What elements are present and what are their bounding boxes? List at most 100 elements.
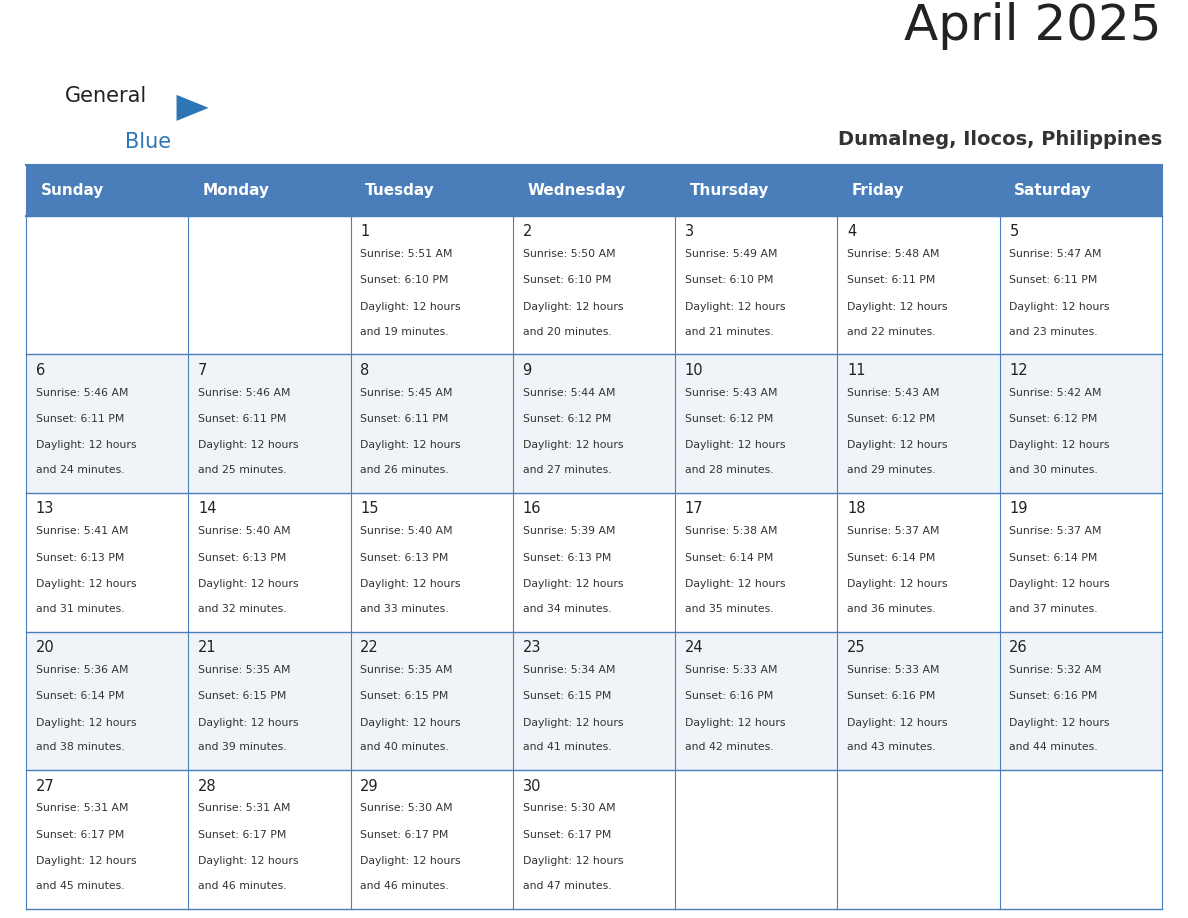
Text: and 28 minutes.: and 28 minutes.	[684, 465, 773, 476]
Text: Daylight: 12 hours: Daylight: 12 hours	[36, 579, 137, 589]
Text: Sunset: 6:13 PM: Sunset: 6:13 PM	[523, 553, 611, 563]
Text: 16: 16	[523, 501, 541, 516]
Text: 22: 22	[360, 640, 379, 655]
Text: Daylight: 12 hours: Daylight: 12 hours	[684, 579, 785, 589]
Text: Sunset: 6:13 PM: Sunset: 6:13 PM	[36, 553, 125, 563]
Text: Sunrise: 5:42 AM: Sunrise: 5:42 AM	[1010, 387, 1101, 397]
Text: 12: 12	[1010, 363, 1028, 377]
Text: Sunrise: 5:33 AM: Sunrise: 5:33 AM	[684, 665, 777, 675]
Text: Tuesday: Tuesday	[365, 183, 435, 198]
Text: Sunrise: 5:37 AM: Sunrise: 5:37 AM	[1010, 526, 1101, 536]
Text: Daylight: 12 hours: Daylight: 12 hours	[360, 579, 461, 589]
Text: 3: 3	[684, 224, 694, 239]
Text: Sunset: 6:16 PM: Sunset: 6:16 PM	[1010, 691, 1098, 701]
Text: Sunrise: 5:34 AM: Sunrise: 5:34 AM	[523, 665, 615, 675]
Text: Sunset: 6:10 PM: Sunset: 6:10 PM	[684, 275, 773, 285]
Text: 2: 2	[523, 224, 532, 239]
Text: Sunrise: 5:35 AM: Sunrise: 5:35 AM	[360, 665, 453, 675]
Text: Sunset: 6:11 PM: Sunset: 6:11 PM	[360, 414, 449, 424]
Text: Sunrise: 5:40 AM: Sunrise: 5:40 AM	[198, 526, 291, 536]
Text: Sunset: 6:17 PM: Sunset: 6:17 PM	[198, 830, 286, 840]
Text: 29: 29	[360, 778, 379, 793]
Text: and 31 minutes.: and 31 minutes.	[36, 604, 125, 614]
Text: and 27 minutes.: and 27 minutes.	[523, 465, 612, 476]
Text: 6: 6	[36, 363, 45, 377]
Text: Sunrise: 5:46 AM: Sunrise: 5:46 AM	[36, 387, 128, 397]
Text: and 22 minutes.: and 22 minutes.	[847, 327, 936, 337]
Text: Sunset: 6:10 PM: Sunset: 6:10 PM	[360, 275, 449, 285]
Text: Sunday: Sunday	[40, 183, 105, 198]
Text: Daylight: 12 hours: Daylight: 12 hours	[36, 441, 137, 451]
Text: 14: 14	[198, 501, 216, 516]
Text: Sunrise: 5:30 AM: Sunrise: 5:30 AM	[523, 803, 615, 813]
Text: and 35 minutes.: and 35 minutes.	[684, 604, 773, 614]
Text: and 30 minutes.: and 30 minutes.	[1010, 465, 1098, 476]
Text: Sunset: 6:15 PM: Sunset: 6:15 PM	[523, 691, 611, 701]
Text: Sunset: 6:12 PM: Sunset: 6:12 PM	[1010, 414, 1098, 424]
Text: Sunrise: 5:45 AM: Sunrise: 5:45 AM	[360, 387, 453, 397]
Text: Daylight: 12 hours: Daylight: 12 hours	[684, 302, 785, 312]
Text: and 37 minutes.: and 37 minutes.	[1010, 604, 1098, 614]
Text: Daylight: 12 hours: Daylight: 12 hours	[1010, 579, 1110, 589]
Text: and 41 minutes.: and 41 minutes.	[523, 743, 612, 753]
Text: Daylight: 12 hours: Daylight: 12 hours	[198, 856, 298, 867]
Text: and 45 minutes.: and 45 minutes.	[36, 881, 125, 891]
Text: Sunrise: 5:48 AM: Sunrise: 5:48 AM	[847, 249, 940, 259]
Text: and 23 minutes.: and 23 minutes.	[1010, 327, 1098, 337]
Text: Sunrise: 5:44 AM: Sunrise: 5:44 AM	[523, 387, 615, 397]
Text: 24: 24	[684, 640, 703, 655]
Text: Sunset: 6:11 PM: Sunset: 6:11 PM	[1010, 275, 1098, 285]
Text: Sunset: 6:14 PM: Sunset: 6:14 PM	[847, 553, 935, 563]
Text: Daylight: 12 hours: Daylight: 12 hours	[36, 718, 137, 728]
Text: Sunset: 6:13 PM: Sunset: 6:13 PM	[198, 553, 286, 563]
Text: Sunrise: 5:35 AM: Sunrise: 5:35 AM	[198, 665, 291, 675]
Text: and 29 minutes.: and 29 minutes.	[847, 465, 936, 476]
Text: 9: 9	[523, 363, 532, 377]
Text: and 19 minutes.: and 19 minutes.	[360, 327, 449, 337]
Text: and 26 minutes.: and 26 minutes.	[360, 465, 449, 476]
Text: Sunrise: 5:43 AM: Sunrise: 5:43 AM	[684, 387, 777, 397]
Text: Sunset: 6:15 PM: Sunset: 6:15 PM	[198, 691, 286, 701]
Text: Daylight: 12 hours: Daylight: 12 hours	[523, 856, 624, 867]
Text: 30: 30	[523, 778, 541, 793]
Text: Sunset: 6:13 PM: Sunset: 6:13 PM	[360, 553, 449, 563]
Text: Daylight: 12 hours: Daylight: 12 hours	[523, 441, 624, 451]
Text: Daylight: 12 hours: Daylight: 12 hours	[847, 718, 948, 728]
Text: Sunset: 6:16 PM: Sunset: 6:16 PM	[684, 691, 773, 701]
Text: 27: 27	[36, 778, 55, 793]
Text: Sunset: 6:11 PM: Sunset: 6:11 PM	[198, 414, 286, 424]
Text: Sunset: 6:17 PM: Sunset: 6:17 PM	[523, 830, 611, 840]
Text: Sunset: 6:17 PM: Sunset: 6:17 PM	[36, 830, 125, 840]
Text: Thursday: Thursday	[690, 183, 769, 198]
Text: 23: 23	[523, 640, 541, 655]
Text: and 46 minutes.: and 46 minutes.	[198, 881, 286, 891]
Text: 13: 13	[36, 501, 55, 516]
Text: 17: 17	[684, 501, 703, 516]
Text: 10: 10	[684, 363, 703, 377]
Text: Daylight: 12 hours: Daylight: 12 hours	[684, 718, 785, 728]
Text: Daylight: 12 hours: Daylight: 12 hours	[36, 856, 137, 867]
Text: 7: 7	[198, 363, 208, 377]
Text: Sunset: 6:10 PM: Sunset: 6:10 PM	[523, 275, 611, 285]
Text: Daylight: 12 hours: Daylight: 12 hours	[198, 718, 298, 728]
Text: Daylight: 12 hours: Daylight: 12 hours	[1010, 441, 1110, 451]
Text: and 46 minutes.: and 46 minutes.	[360, 881, 449, 891]
Text: 11: 11	[847, 363, 866, 377]
Text: 20: 20	[36, 640, 55, 655]
Text: 28: 28	[198, 778, 216, 793]
Text: and 24 minutes.: and 24 minutes.	[36, 465, 125, 476]
Text: Sunset: 6:14 PM: Sunset: 6:14 PM	[36, 691, 125, 701]
Text: Daylight: 12 hours: Daylight: 12 hours	[523, 718, 624, 728]
Text: Sunset: 6:15 PM: Sunset: 6:15 PM	[360, 691, 449, 701]
Text: Sunset: 6:11 PM: Sunset: 6:11 PM	[36, 414, 125, 424]
Text: Sunrise: 5:40 AM: Sunrise: 5:40 AM	[360, 526, 453, 536]
Text: Daylight: 12 hours: Daylight: 12 hours	[198, 441, 298, 451]
Text: 25: 25	[847, 640, 866, 655]
Text: Sunset: 6:16 PM: Sunset: 6:16 PM	[847, 691, 935, 701]
Text: and 21 minutes.: and 21 minutes.	[684, 327, 773, 337]
Text: 21: 21	[198, 640, 216, 655]
Text: Sunset: 6:17 PM: Sunset: 6:17 PM	[360, 830, 449, 840]
Text: and 44 minutes.: and 44 minutes.	[1010, 743, 1098, 753]
Text: Sunrise: 5:31 AM: Sunrise: 5:31 AM	[36, 803, 128, 813]
Text: Daylight: 12 hours: Daylight: 12 hours	[1010, 302, 1110, 312]
